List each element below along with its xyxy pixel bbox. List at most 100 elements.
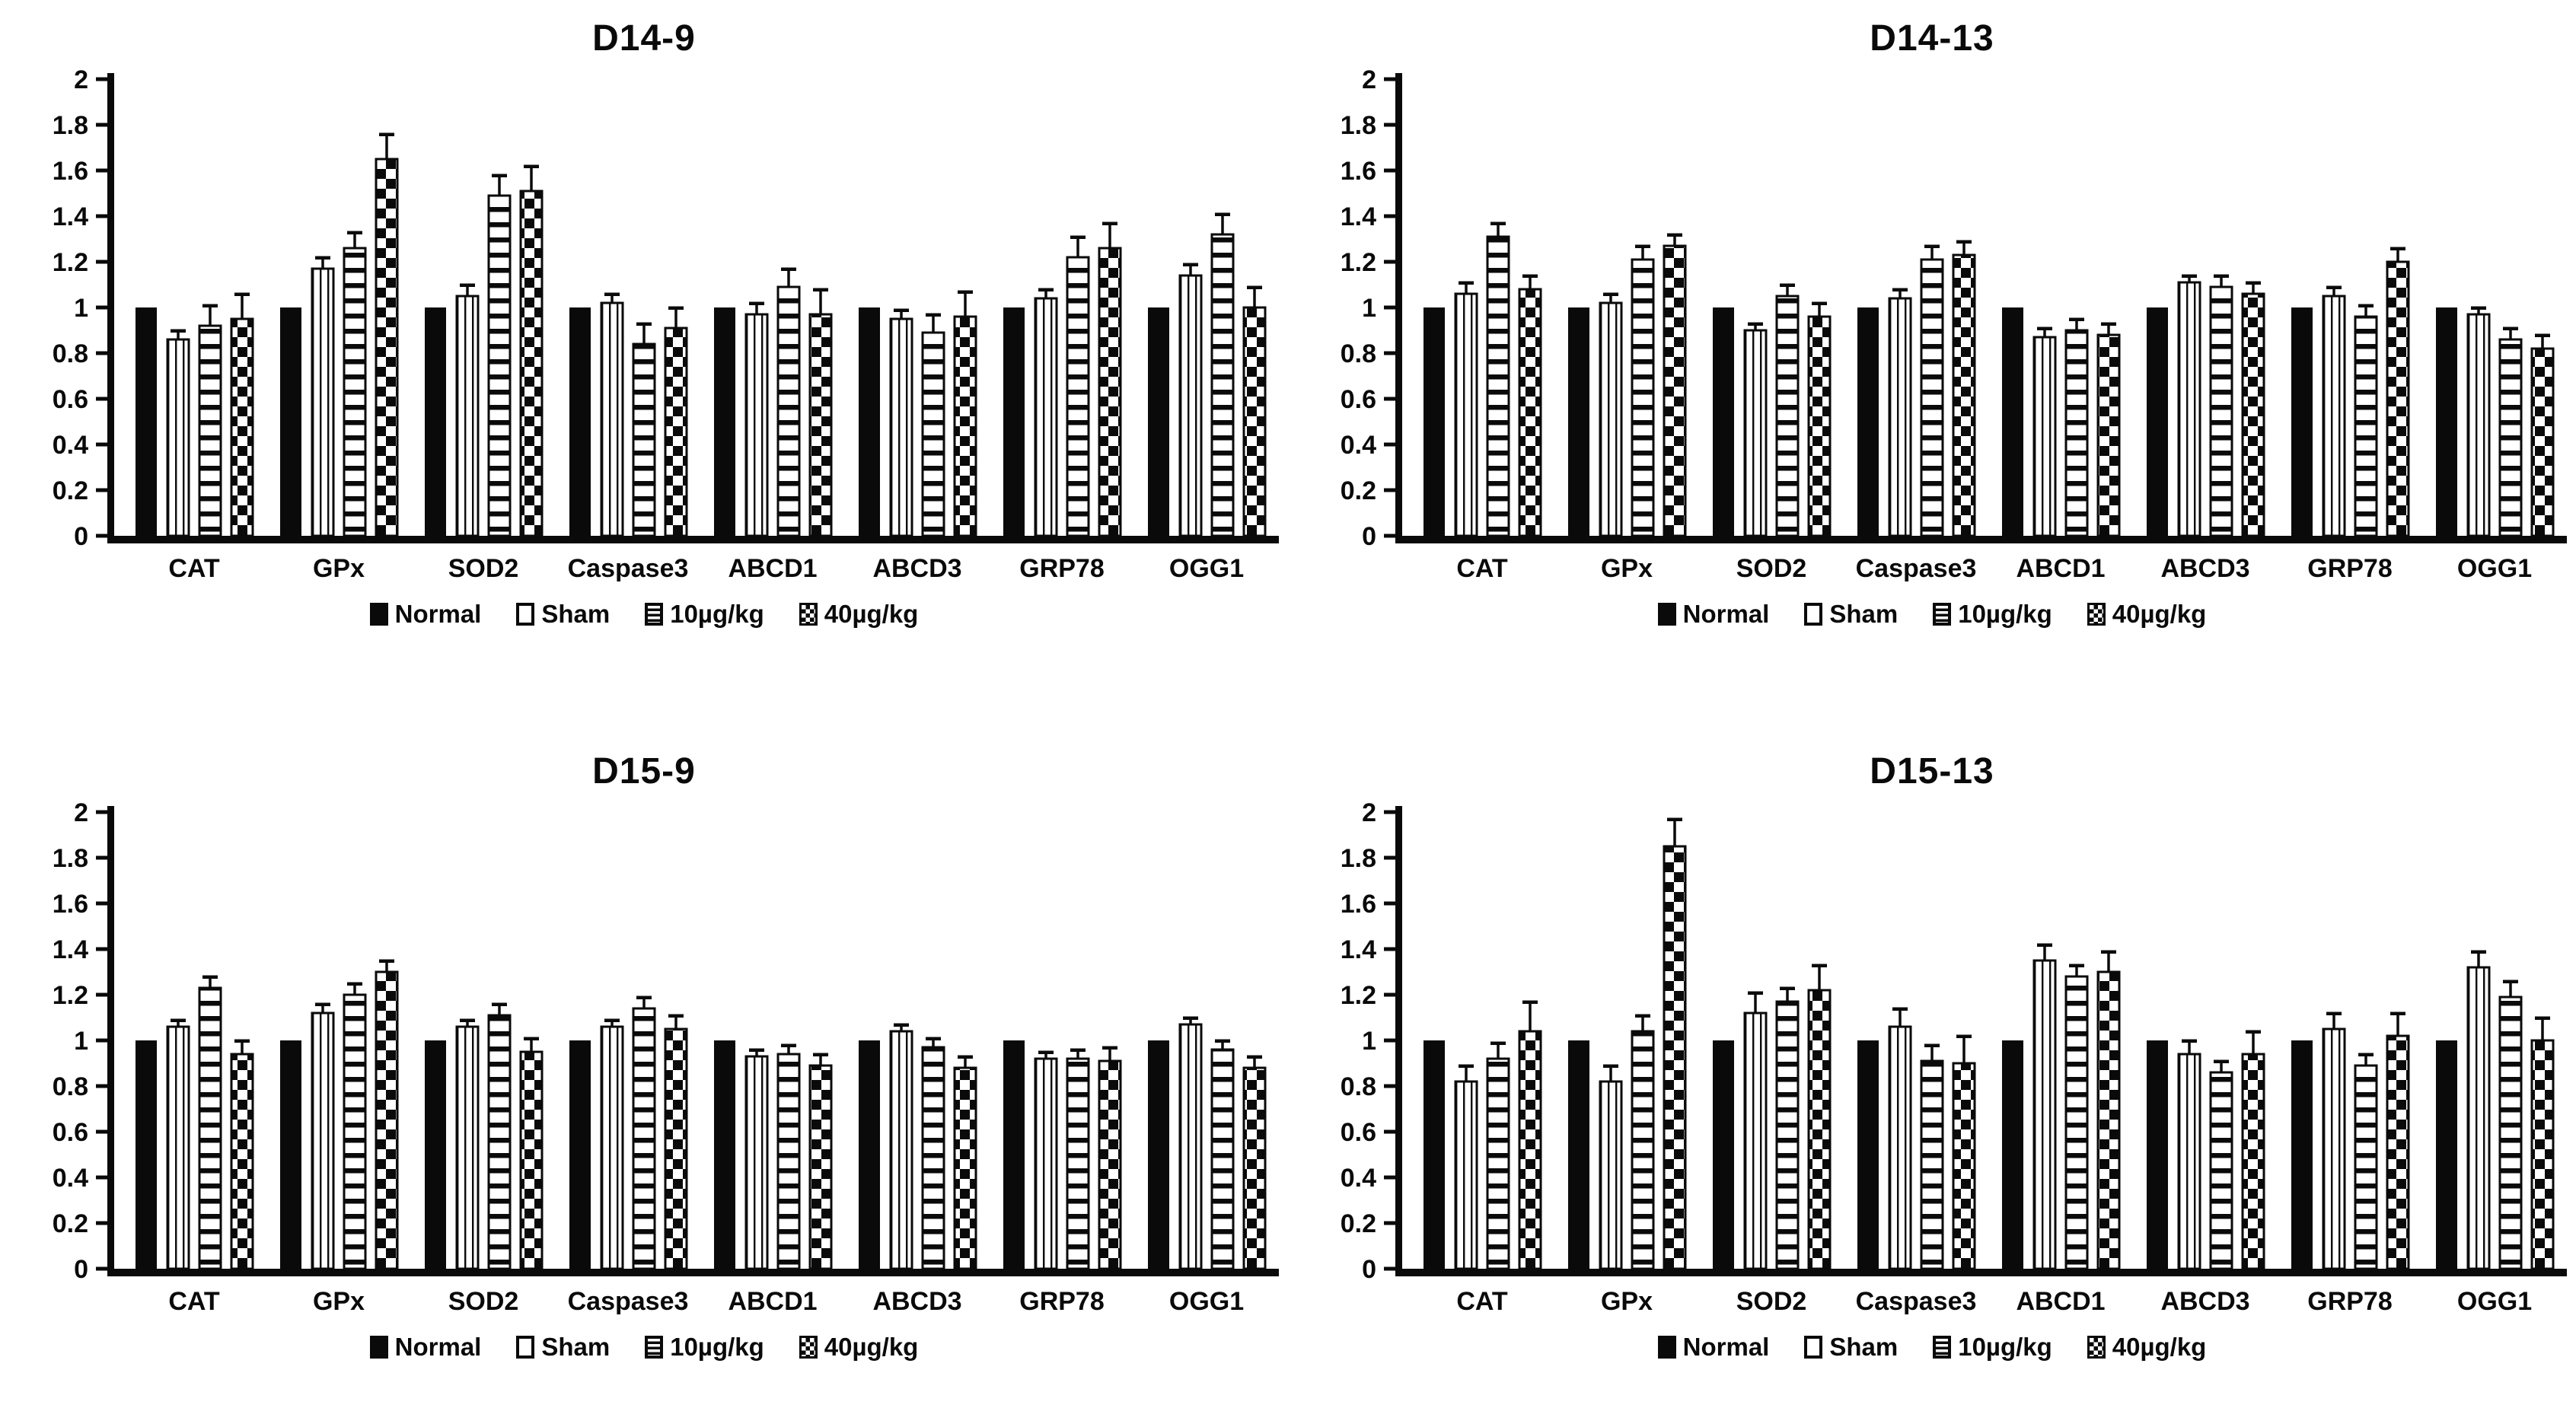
error-bar (1899, 1011, 1902, 1027)
legend-item-sham: Sham (516, 1333, 610, 1362)
y-tick (96, 901, 108, 906)
bar-10µg/kg-SOD2 (487, 1014, 512, 1270)
y-tick-label: 1 (74, 294, 88, 323)
bar-10µg/kg-GRP78 (2354, 1064, 2378, 1270)
bar-40µg/kg-GRP78 (1098, 1059, 1122, 1270)
legend-item-40ugkg: 40µg/kg (799, 600, 918, 629)
legend-swatch-40ugkg (2087, 603, 2106, 626)
x-category-label: GRP78 (1019, 554, 1105, 581)
bar-Sham-Caspase3 (1888, 297, 1912, 537)
bar-40µg/kg-CAT (1518, 288, 1542, 537)
error-bar (1529, 278, 1532, 289)
error-bar-cap (171, 329, 186, 333)
bar-Sham-ABCD3 (2177, 281, 2201, 537)
error-bar (1609, 296, 1612, 303)
error-bar (1221, 1043, 1224, 1050)
bar-10µg/kg-ABCD3 (921, 331, 945, 537)
bar-Normal-ABCD1 (2002, 307, 2023, 536)
legend-label-sham: Sham (1829, 1333, 1899, 1361)
y-tick (1384, 442, 1396, 447)
error-bar (611, 296, 614, 303)
error-bar-cap (2069, 317, 2084, 321)
error-bar-cap (2471, 306, 2486, 310)
x-category-label: Caspase3 (568, 554, 689, 581)
bar-Sham-GRP78 (2322, 295, 2346, 537)
error-bar-cap (315, 256, 330, 260)
error-bar (1253, 289, 1256, 307)
x-category-label: ABCD1 (728, 554, 817, 581)
error-bar-cap (1635, 1014, 1650, 1018)
bar-Sham-GPx (311, 267, 335, 537)
x-axis (107, 1269, 1279, 1276)
bar-40µg/kg-ABCD1 (808, 313, 833, 537)
legend-label-normal: Normal (394, 1333, 482, 1361)
legend-swatch-sham (516, 1336, 535, 1359)
error-bar (2509, 330, 2512, 339)
y-tick (96, 77, 108, 81)
legend-swatch-10ugkg (645, 1336, 664, 1359)
bar-40µg/kg-CAT (230, 1053, 254, 1270)
bar-Sham-SOD2 (455, 295, 480, 537)
chart-title: D14-9 (592, 18, 696, 59)
bar-Normal-ABCD3 (2147, 307, 2168, 536)
error-bar (2396, 1015, 2399, 1036)
error-bar-cap (1924, 244, 1940, 248)
x-category-label: ABCD1 (728, 1287, 817, 1314)
error-bar-cap (1956, 1034, 1972, 1038)
y-tick (1384, 1175, 1396, 1180)
error-bar (177, 1022, 180, 1027)
bar-Normal-ABCD3 (859, 1040, 880, 1269)
error-bar-cap (2358, 304, 2374, 307)
y-tick-label: 1 (1362, 294, 1376, 323)
x-axis (107, 536, 1279, 543)
error-bar-cap (1780, 283, 1795, 287)
bar-40µg/kg-Caspase3 (664, 327, 688, 537)
bar-Normal-CAT (135, 1040, 157, 1269)
error-bar (2043, 947, 2046, 960)
error-bar (932, 1040, 935, 1047)
bar-40µg/kg-GPx (1663, 244, 1687, 537)
y-tick (96, 1266, 108, 1271)
legend-label-normal: Normal (1682, 600, 1770, 628)
bar-10µg/kg-Caspase3 (632, 1007, 656, 1270)
bar-Sham-CAT (166, 338, 190, 537)
error-bar-cap (636, 322, 652, 326)
error-bar-cap (2182, 274, 2197, 278)
error-bar-cap (668, 306, 684, 310)
error-bar (1962, 244, 1965, 255)
bar-Normal-GPx (280, 307, 301, 536)
error-bar (787, 1047, 790, 1054)
y-tick-label: 0 (74, 522, 88, 551)
error-bar (1044, 291, 1047, 298)
legend-swatch-sham (516, 603, 535, 626)
error-bar (2477, 954, 2480, 967)
bar-Normal-Caspase3 (1857, 1040, 1879, 1269)
bar-40µg/kg-Caspase3 (1952, 1062, 1976, 1270)
y-tick (1384, 214, 1396, 218)
error-bar (2332, 1015, 2335, 1029)
bar-Sham-GRP78 (1034, 297, 1058, 537)
y-tick (96, 992, 108, 997)
error-bar-cap (2326, 1011, 2342, 1015)
y-tick-label: 0.2 (1341, 476, 1376, 505)
y-tick (96, 1084, 108, 1088)
y-tick-label: 1.2 (1341, 981, 1376, 1010)
y-tick-label: 1.2 (53, 248, 88, 277)
error-bar-cap (1247, 285, 1262, 289)
y-tick-label: 0.4 (53, 431, 88, 460)
y-tick (1384, 1266, 1396, 1271)
error-bar (353, 986, 356, 995)
legend-swatch-40ugkg (799, 603, 818, 626)
error-bar-cap (813, 1053, 828, 1056)
error-bar (321, 260, 324, 269)
legend-label-10ugkg: 10µg/kg (1958, 600, 2052, 628)
bar-Sham-CAT (166, 1025, 190, 1270)
bar-Normal-SOD2 (425, 1040, 446, 1269)
bar-10µg/kg-OGG1 (1210, 233, 1235, 537)
x-category-label: ABCD1 (2016, 1287, 2105, 1314)
bar-10µg/kg-SOD2 (487, 194, 512, 537)
error-bar (530, 1040, 533, 1052)
x-category-label: GRP78 (1019, 1287, 1105, 1314)
error-bar-cap (1522, 274, 1538, 278)
